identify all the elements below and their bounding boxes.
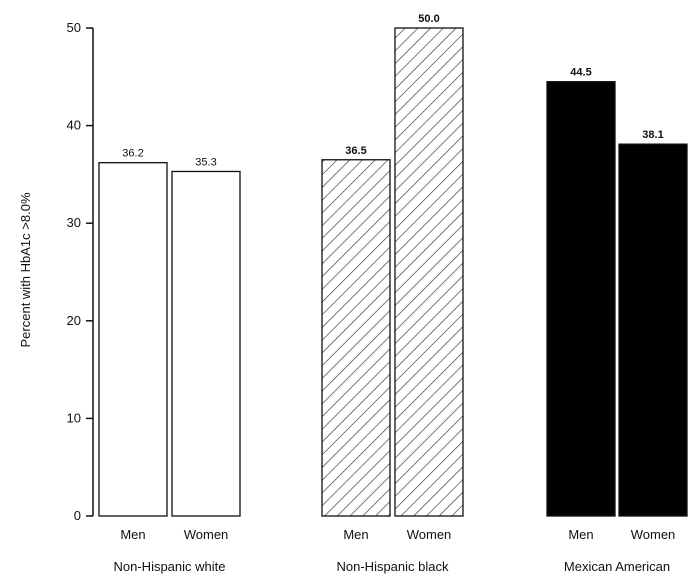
data-label: 36.2 (122, 148, 143, 160)
category-label: Men (568, 527, 593, 542)
data-label: 35.3 (195, 156, 216, 168)
category-label: Women (631, 527, 676, 542)
category-label: Men (120, 527, 145, 542)
y-axis-label: Percent with HbA1c >8.0% (18, 192, 33, 347)
y-tick-label: 0 (74, 508, 81, 523)
y-tick-label: 20 (67, 313, 81, 328)
data-label: 50.0 (418, 13, 439, 25)
group-label: Non-Hispanic white (114, 559, 226, 574)
plot-area: 0 10 20 30 40 50 36.2 Men 35.3 Women Non-Hispanic … (67, 13, 688, 574)
y-tick-label: 10 (67, 410, 81, 425)
category-label: Women (184, 527, 229, 542)
y-tick-label: 40 (67, 118, 81, 133)
bar (98, 162, 168, 517)
y-tick-label: 50 (67, 20, 81, 35)
group-label: Mexican American (564, 559, 670, 574)
data-label: 36.5 (345, 145, 366, 157)
y-tick-label: 30 (67, 215, 81, 230)
bar (321, 159, 391, 517)
category-label: Men (343, 527, 368, 542)
data-label: 44.5 (570, 67, 591, 79)
group-label: Non-Hispanic black (337, 559, 449, 574)
data-label: 38.1 (642, 129, 663, 141)
bar (546, 81, 616, 517)
bar (394, 27, 464, 517)
category-label: Women (407, 527, 452, 542)
bar (171, 170, 241, 517)
bar (618, 143, 688, 517)
